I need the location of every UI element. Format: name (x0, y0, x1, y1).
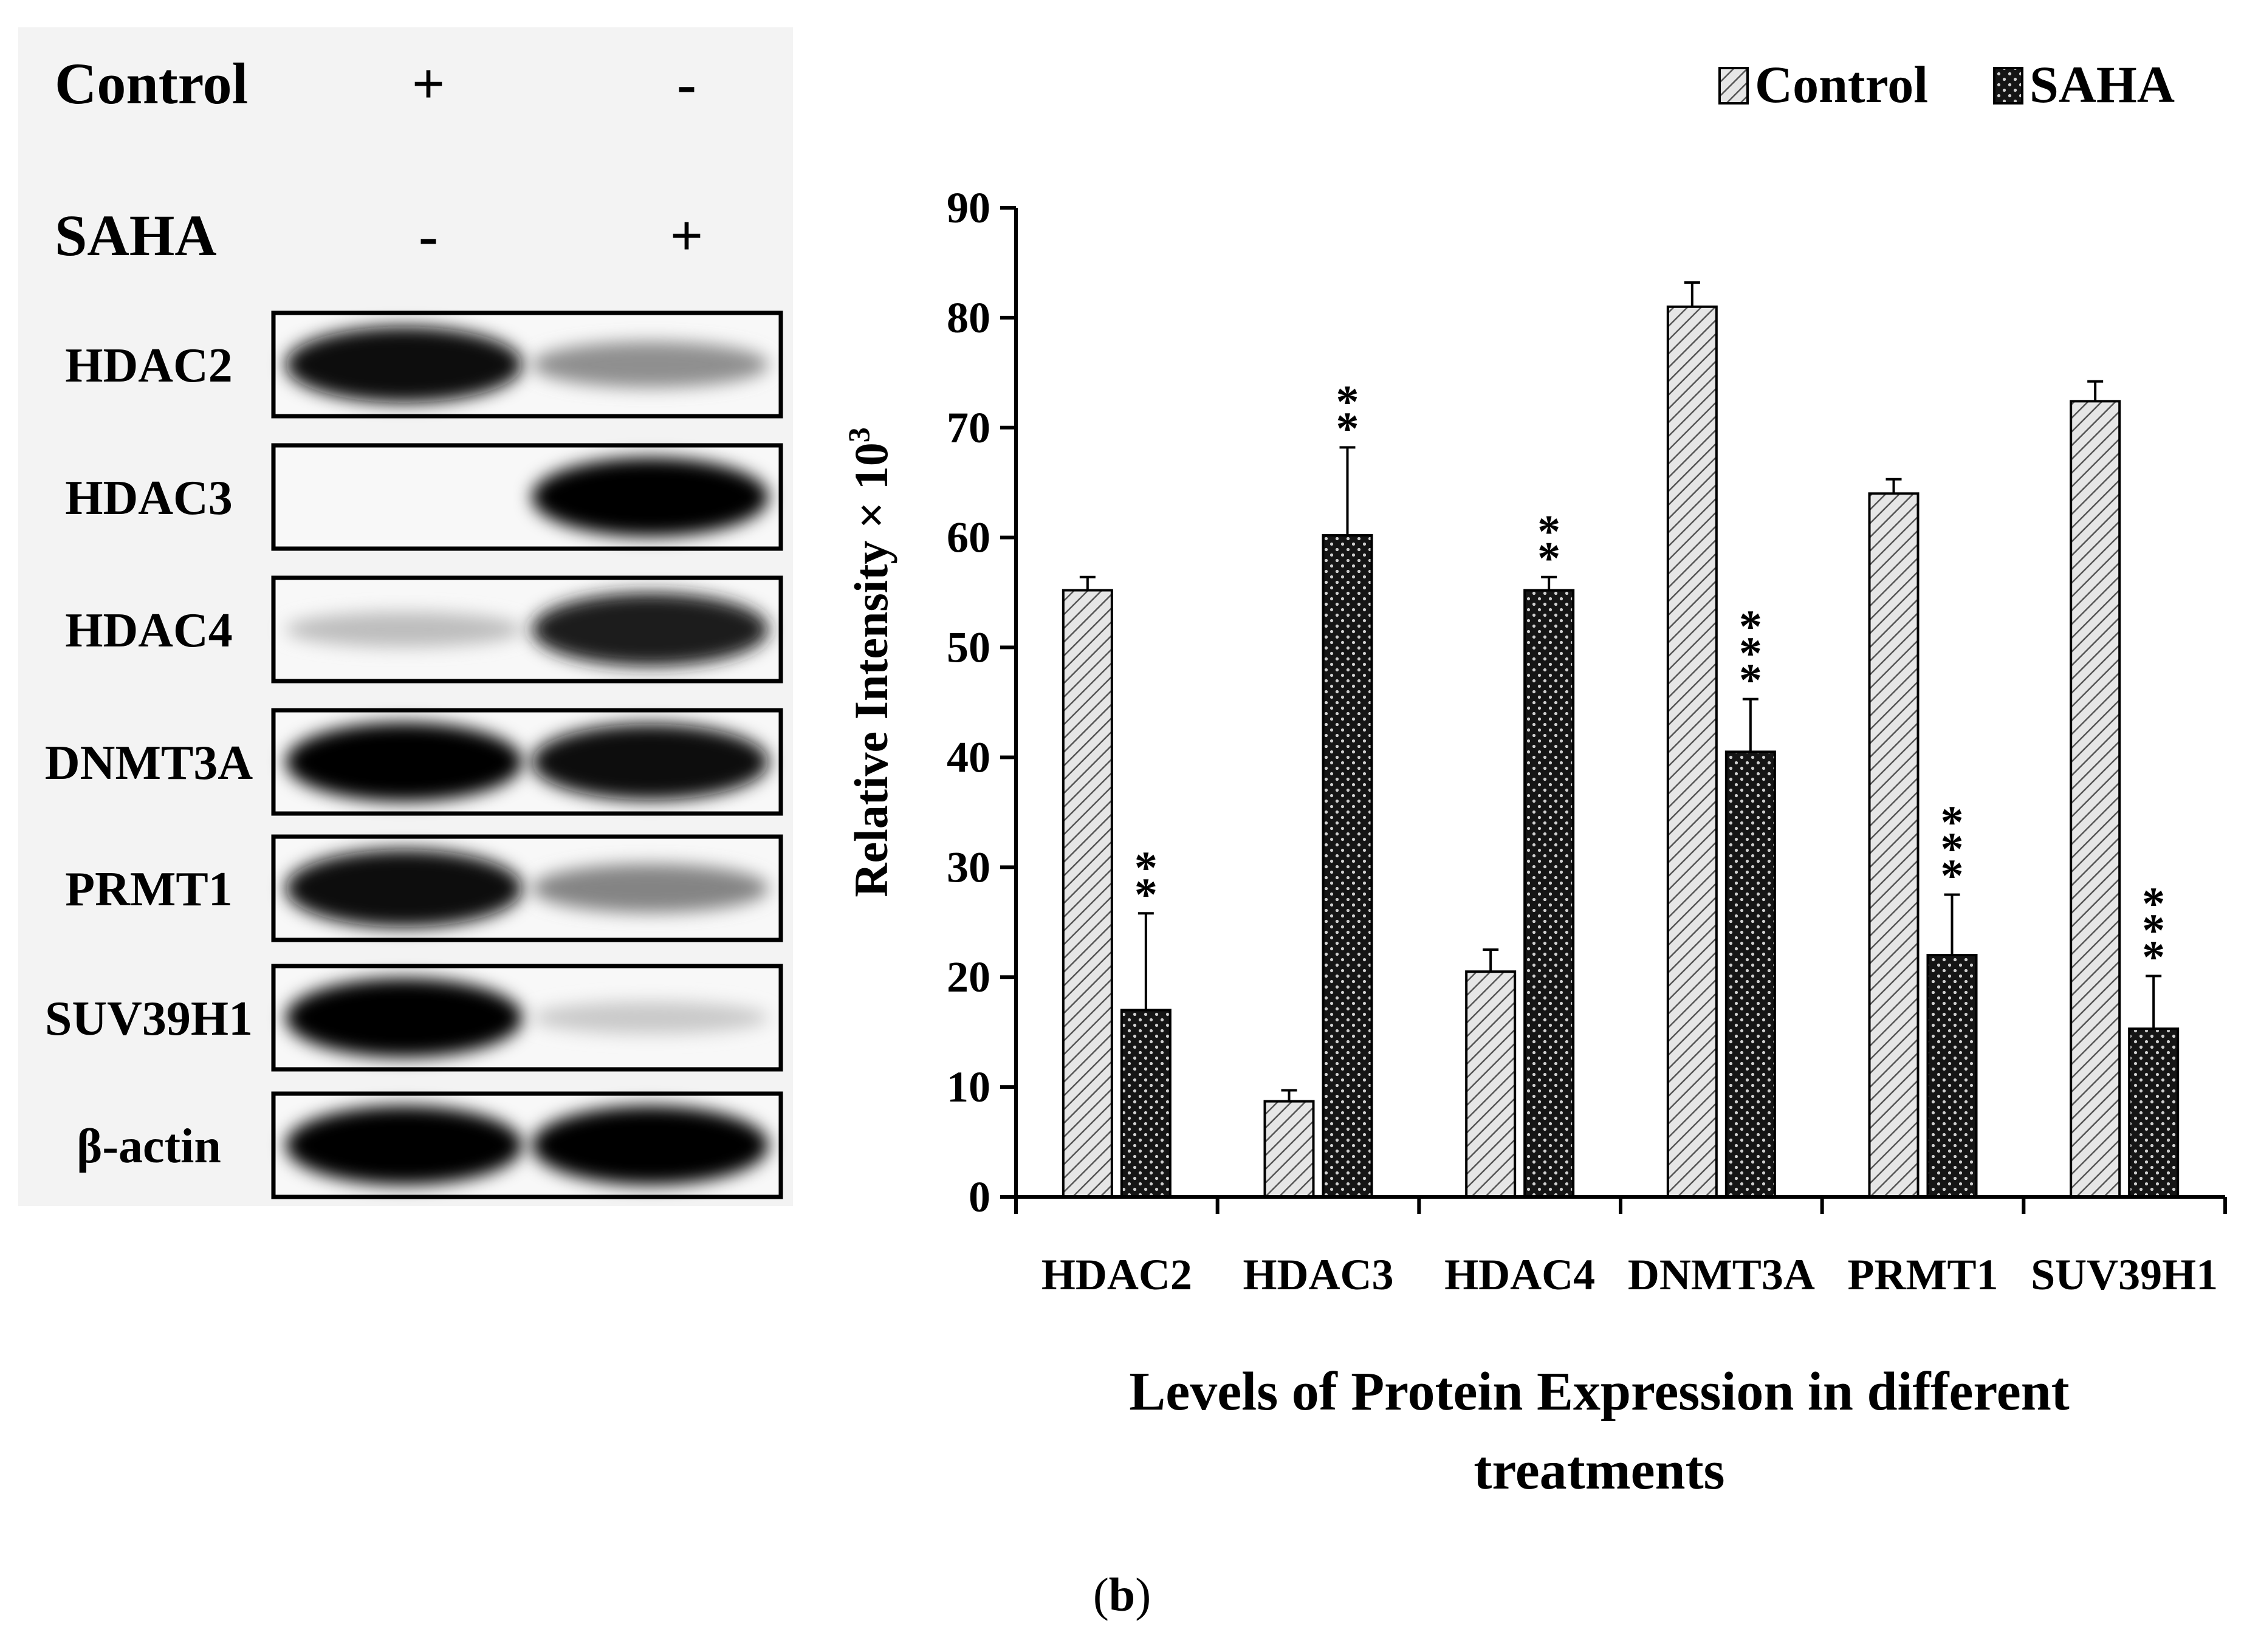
legend-swatch-control (1718, 67, 1749, 105)
band-label-hdac3: HDAC3 (65, 471, 233, 525)
bar-control-hdac3 (1263, 1100, 1315, 1199)
significance-saha-hdac3-0: * (1336, 403, 1359, 454)
caption-open: ( (1093, 1568, 1109, 1621)
y-tick-label-30: 30 (947, 843, 990, 891)
band-prmt1-lane2 (532, 863, 769, 913)
blot-box-border-actin (271, 1091, 783, 1199)
treatment-sign-saha-lane2: + (670, 203, 704, 268)
treatment-sign-control-lane2: - (677, 51, 696, 116)
y-tick-label-80: 80 (947, 293, 990, 342)
band-label-dnmt3a: DNMT3A (45, 736, 253, 790)
band-hdac4-lane1 (286, 612, 523, 647)
panel-caption: (b) (0, 1568, 2244, 1622)
x-tick-label-dnmt3a: DNMT3A (1628, 1250, 1815, 1299)
band-dnmt3a-lane2 (532, 724, 769, 800)
y-tick-label-50: 50 (947, 623, 990, 672)
band-label-suv39h1: SUV39H1 (45, 992, 253, 1046)
band-suv39h1-lane2 (532, 1001, 769, 1034)
blot-box-border-hdac4 (271, 575, 783, 684)
band-hdac2-lane1 (286, 326, 523, 403)
y-tick-label-0: 0 (969, 1173, 990, 1221)
x-axis: HDAC2 HDAC3 HDAC4 DNMT3A PRMT1 SUV39H1 (1014, 1195, 2227, 1299)
significance-saha-dnmt3a-1: * (1739, 628, 1762, 679)
bar-saha-hdac3 (1322, 534, 1373, 1199)
band-hdac3-lane2 (532, 458, 769, 536)
chart-legend: Control SAHA (1718, 55, 2175, 114)
bar-control-hdac4 (1465, 970, 1517, 1198)
caption-close: ) (1135, 1568, 1151, 1621)
x-tick-label-prmt1: PRMT1 (1848, 1250, 1999, 1299)
band-hdac2-lane2 (532, 341, 769, 388)
blot-box-border-prmt1 (271, 834, 783, 942)
band-actin-lane1 (286, 1106, 523, 1185)
y-axis: 0 10 20 30 40 50 60 70 80 90 (947, 183, 1018, 1221)
bars: *************** (1062, 281, 2180, 1199)
x-tick-label-hdac2: HDAC2 (1041, 1250, 1192, 1299)
y-tick-label-10: 10 (947, 1063, 990, 1111)
band-label-hdac4: HDAC4 (65, 604, 233, 657)
bar-control-prmt1 (1868, 492, 1920, 1198)
x-tick-label-hdac4: HDAC4 (1444, 1250, 1595, 1299)
significance-saha-prmt1-1: * (1941, 824, 1964, 875)
y-axis-label-text: Relative Intensity × 10 (845, 442, 897, 897)
band-label-prmt1: PRMT1 (65, 863, 233, 916)
x-axis-label-line-1: Levels of Protein Expression in differen… (1129, 1362, 2069, 1422)
bar-saha-hdac4 (1523, 589, 1575, 1198)
caption-letter: b (1108, 1568, 1136, 1621)
significance-saha-hdac4-0: * (1537, 533, 1560, 584)
significance-saha-hdac2-1: * (1134, 842, 1158, 893)
bar-control-suv39h1 (2070, 400, 2121, 1198)
band-hdac4-lane2 (532, 592, 769, 667)
blot-box-border-suv39h1 (271, 964, 783, 1072)
band-label-hdac2: HDAC2 (65, 339, 233, 392)
bar-saha-prmt1 (1926, 954, 1978, 1198)
y-axis-label: Relative Intensity × 103 (842, 427, 897, 897)
band-prmt1-lane1 (286, 849, 523, 928)
treatment-sign-control-lane1: + (412, 51, 445, 116)
x-tick-label-hdac3: HDAC3 (1243, 1250, 1394, 1299)
legend-label-control: Control (1755, 55, 1928, 114)
blot-box-border-hdac2 (271, 310, 783, 419)
band-suv39h1-lane1 (286, 978, 523, 1057)
treatment-label-control: Control (55, 51, 248, 116)
blot-box-border-hdac3 (271, 443, 783, 551)
significance-saha-suv39h1-1: * (2142, 905, 2165, 956)
y-tick-label-20: 20 (947, 953, 990, 1001)
bar-saha-hdac2 (1120, 1009, 1172, 1198)
y-tick-label-70: 70 (947, 403, 990, 452)
legend-label-saha: SAHA (2030, 55, 2175, 114)
y-axis-label-superscript: 3 (842, 427, 876, 442)
significance-saha-hdac4-1: * (1537, 506, 1560, 557)
significance-saha-hdac3-1: * (1336, 376, 1359, 427)
y-tick-label-60: 60 (947, 513, 990, 562)
blot-box-border-dnmt3a (271, 708, 783, 816)
treatment-sign-saha-lane1: - (419, 203, 438, 268)
x-axis-label-line-2: treatments (1474, 1441, 1724, 1501)
band-actin-lane2 (532, 1106, 769, 1185)
bar-saha-suv39h1 (2128, 1027, 2180, 1198)
legend-swatch-saha (1993, 67, 2023, 105)
significance-saha-hdac2-0: * (1134, 869, 1158, 920)
significance-saha-suv39h1-0: * (2142, 931, 2165, 982)
y-tick-label-90: 90 (947, 183, 990, 232)
bar-saha-dnmt3a (1724, 750, 1776, 1198)
band-rows: HDAC2 HDAC3 HDAC4 DNMT3A PRMT1 SUV39H1 β-actin (45, 310, 783, 1199)
significance-saha-dnmt3a-0: * (1739, 655, 1762, 706)
bar-control-hdac2 (1062, 589, 1113, 1198)
significance-saha-prmt1-2: * (1941, 797, 1964, 848)
bar-control-dnmt3a (1666, 305, 1718, 1198)
western-blot-panel: Control + - SAHA - + HDAC2 HDAC3 HDAC4 DNMT3A PRM… (18, 27, 793, 1206)
significance-saha-prmt1-0: * (1941, 851, 1964, 902)
band-dnmt3a-lane1 (286, 722, 523, 801)
treatment-rows: Control + - SAHA - + (55, 51, 703, 268)
treatment-label-saha: SAHA (55, 203, 217, 268)
band-label-actin: β-actin (77, 1120, 221, 1173)
y-tick-label-40: 40 (947, 733, 990, 781)
significance-saha-dnmt3a-2: * (1739, 602, 1762, 653)
significance-saha-suv39h1-2: * (2142, 878, 2165, 929)
x-tick-label-suv39h1: SUV39H1 (2031, 1250, 2218, 1299)
